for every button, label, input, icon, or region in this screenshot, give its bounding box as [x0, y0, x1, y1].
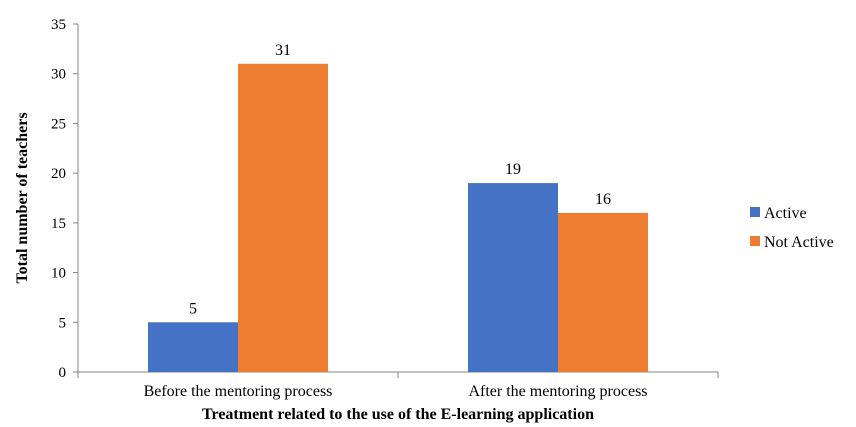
x-category-label: Before the mentoring process: [144, 383, 333, 400]
y-tick-label: 15: [51, 216, 66, 232]
x-axis-title: Treatment related to the use of the E-le…: [202, 406, 594, 423]
bar-not-active: [558, 212, 648, 372]
y-tick-label: 10: [51, 266, 66, 282]
x-axis: Before the mentoring process After the me…: [77, 371, 719, 400]
legend-swatch: [750, 207, 760, 217]
y-tick-label: 35: [51, 17, 66, 33]
legend-label: Active: [764, 205, 807, 222]
x-category-label: After the mentoring process: [468, 383, 647, 400]
data-label: 31: [275, 42, 291, 59]
legend-swatch: [750, 236, 760, 246]
y-tick-label: 5: [59, 315, 67, 331]
y-axis-title: Total number of teachers: [14, 112, 31, 283]
data-labels: 5 31 19 16: [189, 42, 611, 318]
bars: [148, 63, 648, 373]
y-tick-label: 20: [51, 166, 66, 182]
legend-label: Not Active: [764, 234, 834, 251]
bar-not-active: [238, 63, 328, 373]
y-tick-label: 25: [51, 116, 66, 132]
y-tick-label: 30: [51, 67, 66, 83]
data-label: 16: [595, 191, 611, 208]
bar-active: [148, 322, 238, 372]
bar-active: [468, 183, 558, 372]
y-axis: 0 5 10 15 20 25 30 35: [51, 17, 79, 381]
data-label: 5: [189, 300, 197, 317]
data-label: 19: [505, 161, 521, 178]
legend: Active Not Active: [750, 205, 834, 251]
y-tick-label: 0: [59, 365, 67, 381]
